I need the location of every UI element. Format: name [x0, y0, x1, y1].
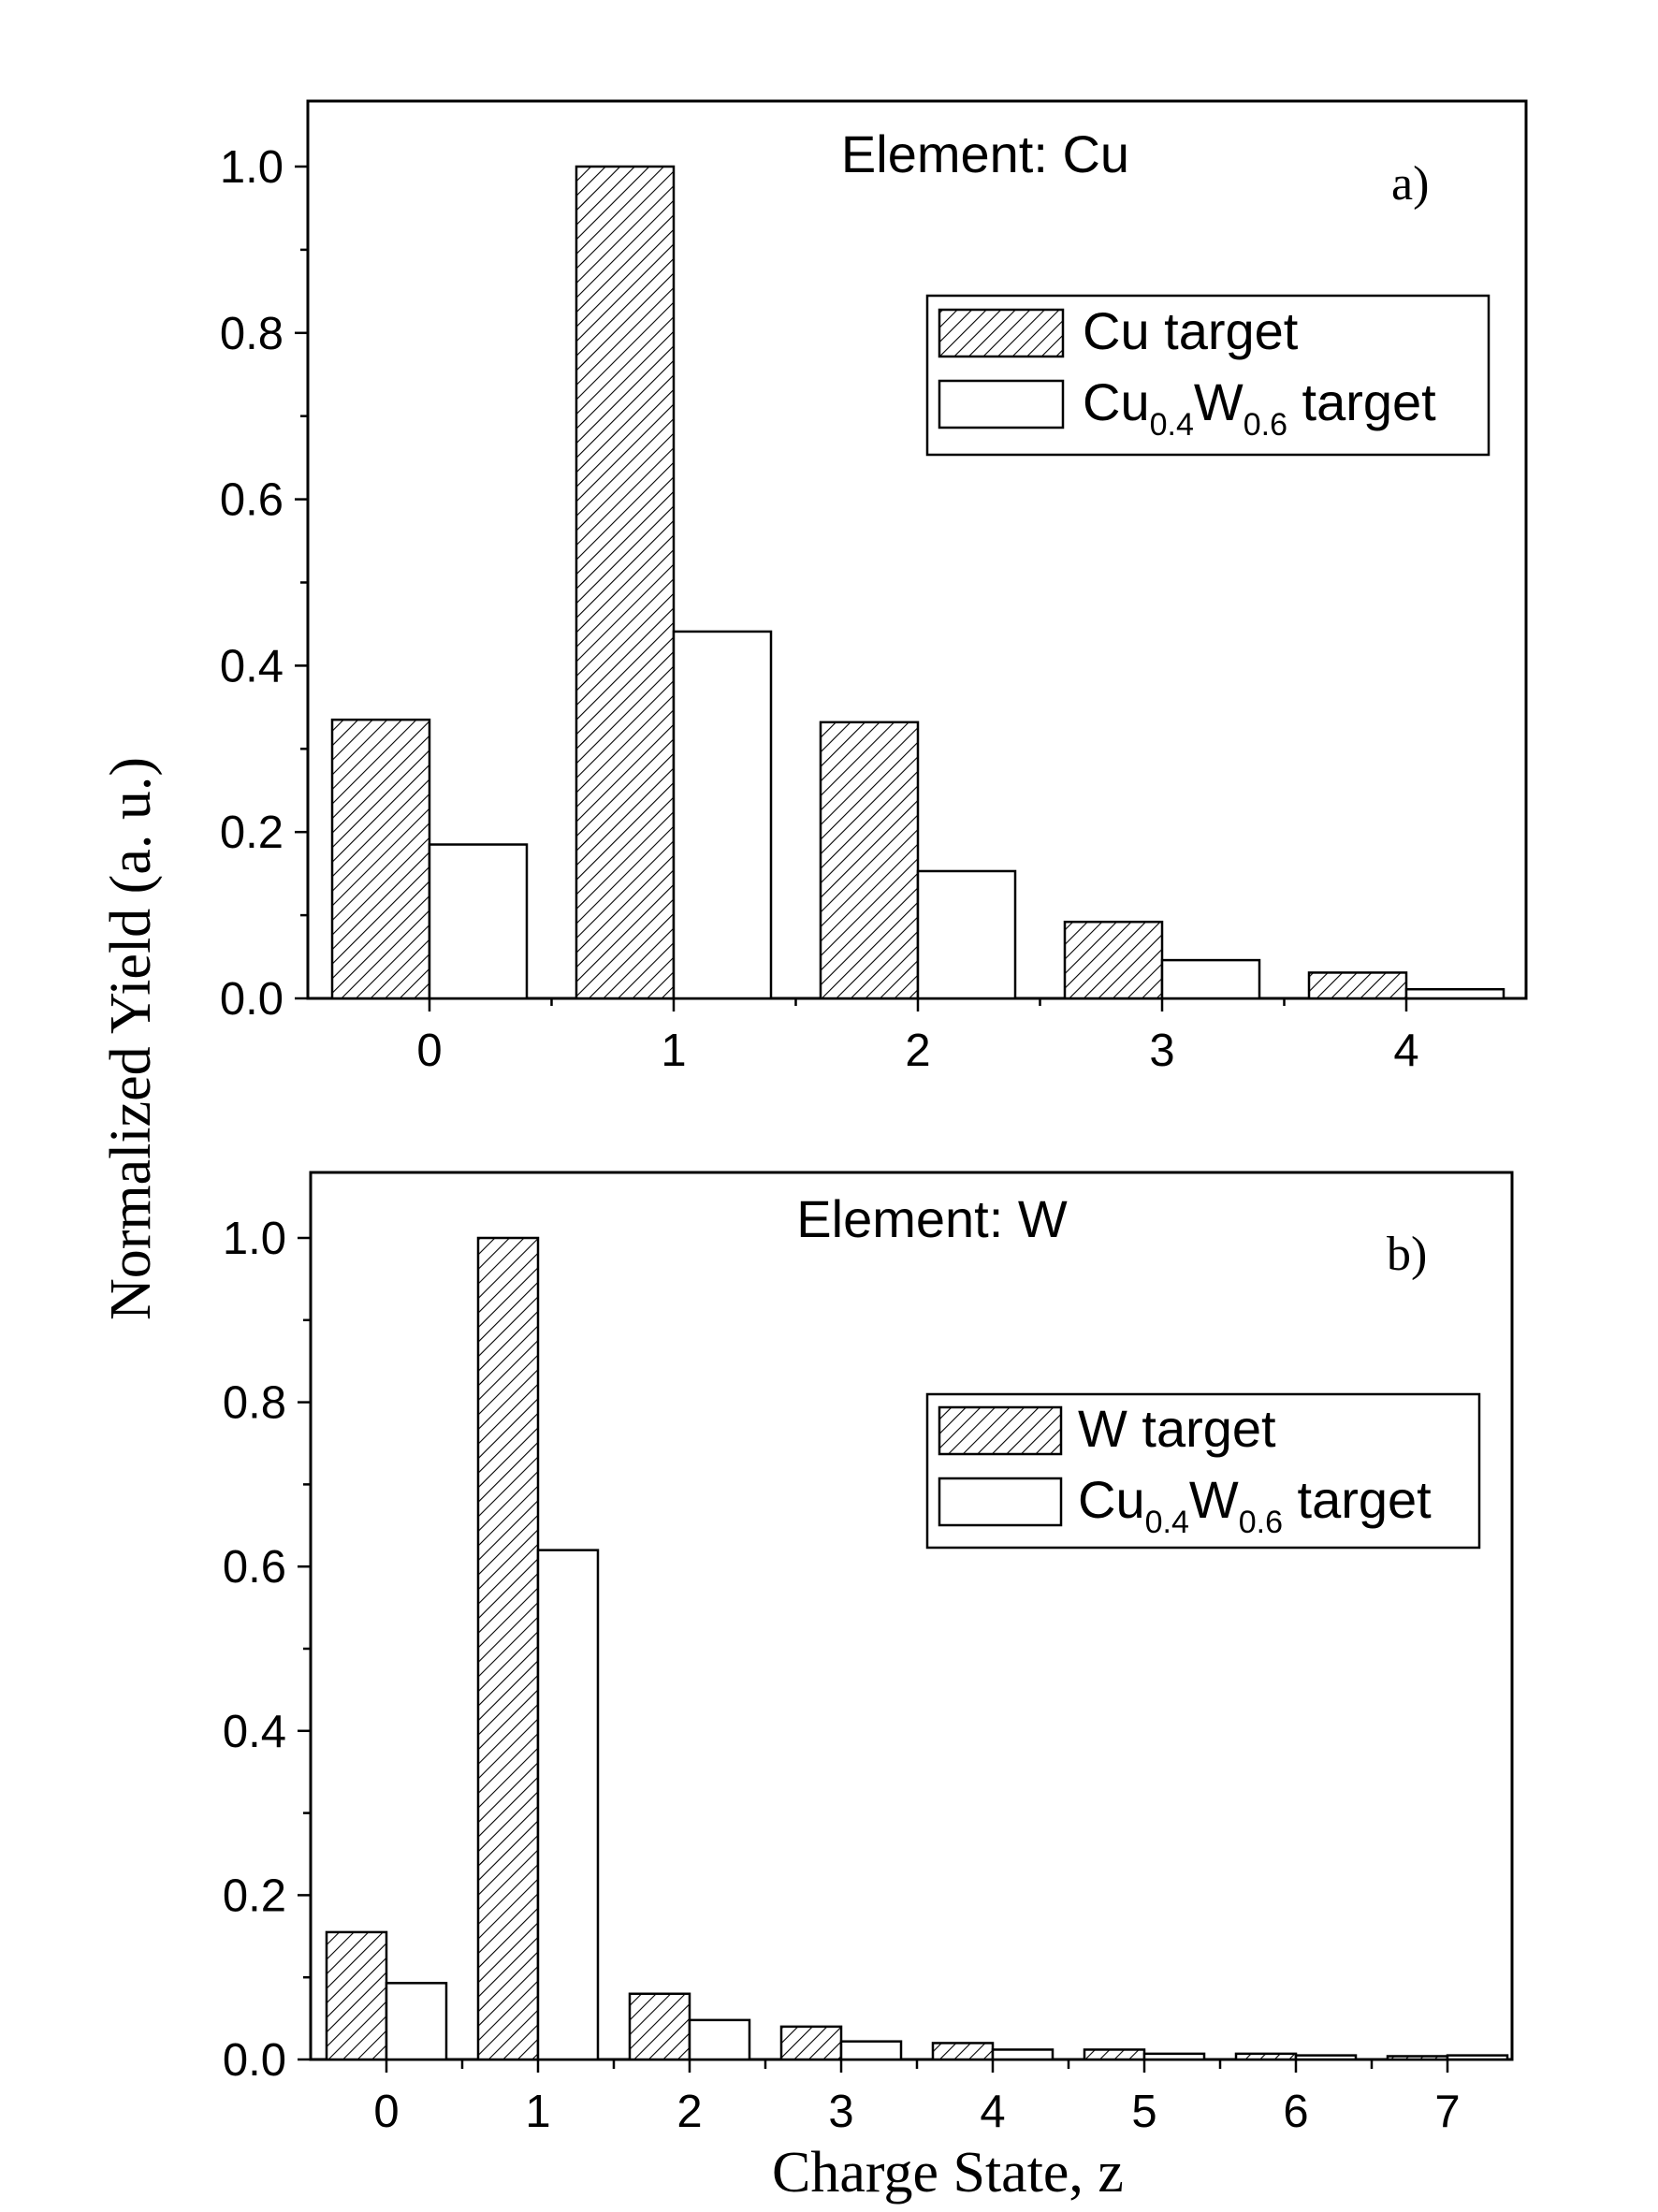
- bar-w-alloy-z4: [991, 2048, 1054, 2061]
- x-tick-label-w-0: 0: [373, 2087, 399, 2137]
- legend-w-sub-04: 0.4: [1145, 1505, 1189, 1540]
- x-tick-label-cu-2: 2: [905, 1026, 930, 1076]
- x-axis-title: Charge State, z: [772, 2141, 1124, 2205]
- x-tick-label-w-6: 6: [1283, 2087, 1308, 2137]
- bar-cu-element-z2: [819, 720, 920, 1000]
- legend-label-w-target: W target: [1078, 1399, 1276, 1458]
- bar-w-alloy-z5: [1142, 2052, 1206, 2061]
- x-tick-label-cu-0: 0: [416, 1026, 442, 1076]
- bar-w-alloy-z3: [839, 2040, 903, 2061]
- bar-w-element-z2: [628, 1992, 691, 2061]
- y-tick-label-cu-3: 0.6: [220, 475, 284, 526]
- y-tick-label-w-1: 0.2: [223, 1870, 286, 1921]
- bar-w-element-z3: [779, 2025, 843, 2061]
- bar-cu-alloy-z1: [672, 630, 773, 1000]
- y-tick-label-cu-2: 0.4: [220, 641, 284, 691]
- bar-w-alloy-z6: [1294, 2054, 1358, 2061]
- legend-label-cuw-target-w: Cu0.4W0.6 target: [1078, 1470, 1432, 1540]
- bar-cu-element-z3: [1063, 920, 1164, 1000]
- x-tick-label-w-7: 7: [1434, 2087, 1460, 2137]
- legend-w-part-w: W: [1189, 1470, 1239, 1529]
- y-ticks-cu: 0.0 0.2 0.4 0.6 0.8 1.0: [220, 142, 308, 1025]
- bars-w: [325, 1236, 1509, 2061]
- legend-w: W target Cu0.4W0.6 target: [925, 1392, 1481, 1550]
- bar-w-element-z0: [325, 1930, 388, 2061]
- panel-title-cu: Element: Cu: [841, 124, 1129, 183]
- legend-label-cu-target: Cu target: [1083, 301, 1299, 360]
- y-tick-label-cu-1: 0.2: [220, 808, 284, 858]
- legend-swatch-hatched-w: [938, 1405, 1063, 1456]
- bar-w-alloy-z7: [1446, 2054, 1509, 2061]
- bar-w-alloy-z1: [536, 1549, 600, 2061]
- bar-w-element-z7: [1386, 2055, 1449, 2061]
- legend-label-cuw-target: Cu0.4W0.6 target: [1083, 372, 1436, 443]
- x-ticks-cu: 0 1 2 3 4: [416, 998, 1419, 1076]
- y-ticks-w: 0.0 0.2 0.4 0.6 0.8 1.0: [223, 1214, 311, 2086]
- bar-w-alloy-z2: [688, 2018, 751, 2061]
- y-tick-label-w-4: 0.8: [223, 1378, 286, 1429]
- x-tick-label-w-1: 1: [525, 2087, 550, 2137]
- y-tick-label-w-5: 1.0: [223, 1214, 286, 1264]
- bar-w-element-z1: [476, 1236, 540, 2061]
- bar-cu-alloy-z3: [1160, 958, 1261, 1000]
- x-tick-label-cu-3: 3: [1149, 1026, 1174, 1076]
- y-axis-title: Normalized Yield (a. u.): [99, 757, 163, 1320]
- legend-cuw-part-cu: Cu: [1083, 372, 1150, 431]
- x-tick-label-w-4: 4: [980, 2087, 1005, 2137]
- y-tick-label-cu-0: 0.0: [220, 974, 284, 1025]
- legend-swatch-hatched-cu: [938, 308, 1065, 358]
- x-tick-label-cu-1: 1: [661, 1026, 686, 1076]
- bar-cu-element-z0: [330, 718, 431, 1000]
- y-tick-label-cu-4: 0.8: [220, 309, 284, 359]
- bars-cu: [330, 165, 1505, 1000]
- panel-label-b: b): [1387, 1228, 1427, 1281]
- legend-cuw-part-w: W: [1194, 372, 1244, 431]
- x-tick-label-w-2: 2: [676, 2087, 702, 2137]
- x-tick-label-w-3: 3: [828, 2087, 853, 2137]
- y-tick-label-w-3: 0.6: [223, 1542, 286, 1593]
- bar-w-alloy-z0: [385, 1982, 448, 2061]
- legend-cuw-sub-06: 0.6: [1244, 407, 1287, 443]
- legend-w-part-target: target: [1283, 1470, 1432, 1529]
- x-tick-label-w-5: 5: [1131, 2087, 1156, 2137]
- x-tick-label-cu-4: 4: [1393, 1026, 1418, 1076]
- bar-cu-alloy-z0: [428, 843, 529, 1000]
- y-tick-label-cu-5: 1.0: [220, 142, 284, 193]
- x-ticks-w: 0 1 2 3 4 5 6 7: [373, 2059, 1461, 2137]
- bar-cu-alloy-z2: [916, 869, 1017, 1000]
- bar-w-element-z6: [1234, 2052, 1298, 2061]
- legend-cuw-sub-04: 0.4: [1150, 407, 1194, 443]
- bar-cu-alloy-z4: [1404, 987, 1505, 1000]
- bar-w-element-z5: [1083, 2048, 1146, 2061]
- y-tick-label-w-0: 0.0: [223, 2035, 286, 2086]
- y-tick-label-w-2: 0.4: [223, 1707, 286, 1757]
- bar-w-element-z4: [931, 2042, 995, 2061]
- legend-cuw-part-target: target: [1287, 372, 1436, 431]
- bar-cu-element-z1: [574, 165, 676, 1000]
- legend-cu: Cu target Cu0.4W0.6 target: [925, 294, 1491, 457]
- legend-swatch-open-cu: [938, 379, 1065, 429]
- panel-title-w: Element: W: [796, 1189, 1068, 1248]
- legend-w-sub-06: 0.6: [1239, 1505, 1283, 1540]
- panel-w: 0.0 0.2 0.4 0.6 0.8 1.0 0 1 2 3 4 5 6 7 Element: W b…: [223, 1171, 1514, 2137]
- plot-frame-w: [309, 1171, 1514, 2061]
- panel-label-a: a): [1391, 157, 1429, 211]
- legend-swatch-open-w: [938, 1477, 1063, 1527]
- legend-w-part-cu: Cu: [1078, 1470, 1145, 1529]
- bar-cu-element-z4: [1307, 971, 1408, 1000]
